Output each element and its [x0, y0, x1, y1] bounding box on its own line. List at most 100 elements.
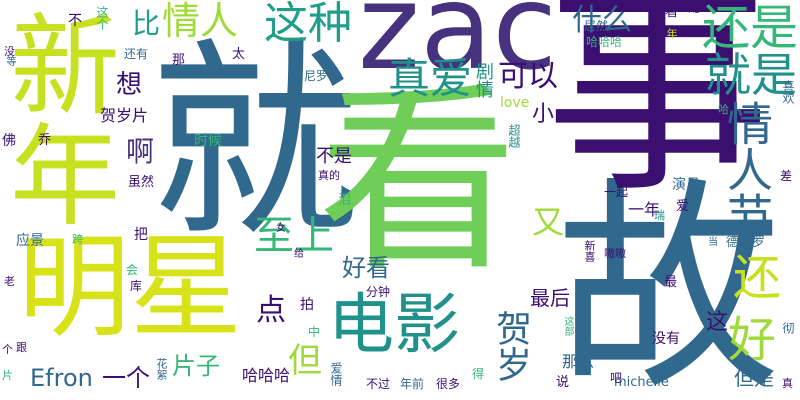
word-haishi: 还是: [702, 0, 799, 56]
word-huaxu: 花絮: [155, 358, 168, 380]
word-ba: 把: [134, 227, 148, 243]
word-haokan: 好看: [342, 254, 390, 282]
word-lei: 泪: [338, 193, 352, 208]
word-bi: 比: [132, 7, 161, 40]
word-dang: 当: [708, 237, 718, 248]
word-fo: 佛: [2, 133, 16, 149]
word-qingrenjie: 情人节: [720, 100, 774, 238]
word-pai: 拍: [300, 297, 314, 313]
word-che: 彻: [781, 322, 795, 334]
word-xinnian: 新年: [0, 8, 119, 228]
word-deng: 等: [4, 56, 15, 66]
word-ge: 个: [2, 343, 13, 356]
word-suiran: 虽然: [128, 175, 155, 190]
word-yige: 一个: [102, 364, 150, 392]
word-bu: 不: [68, 13, 82, 29]
word-shenme: 什么: [572, 3, 632, 38]
word-hahaha-small: 哈哈哈: [586, 35, 623, 49]
word-kankan: 看看: [652, 5, 679, 20]
word-zhende: 真的: [318, 169, 340, 182]
word-mei: 没: [4, 45, 15, 58]
word-gei: 给: [294, 249, 304, 260]
word-yingjing: 应景: [16, 233, 44, 249]
word-hui: 会: [126, 263, 139, 277]
word-xihuan: 喜欢: [781, 80, 795, 104]
word-dan: 但: [288, 341, 322, 381]
word-de: 得: [472, 367, 485, 381]
word-qingren: 情人: [162, 0, 239, 43]
word-hesuipian: 贺岁片: [100, 106, 149, 125]
word-name: 那么: [562, 352, 595, 371]
word-a: 啊: [126, 135, 155, 168]
word-efron: Efron: [30, 364, 93, 392]
word-xiang: 想: [116, 70, 143, 100]
word-nianqian: 年前: [400, 377, 425, 391]
word-kua: 跨: [72, 233, 83, 246]
word-zhe: 这: [706, 310, 729, 335]
word-shi: 事: [545, 0, 770, 223]
word-jiu: 就: [150, 20, 361, 265]
word-zhishang: 至上: [254, 213, 334, 259]
word-aiqing: 爱情: [329, 362, 343, 386]
word-hao: 好: [728, 312, 777, 368]
word-xinxi: 新喜: [583, 240, 596, 262]
word-zhong: 中: [308, 325, 321, 339]
word-gen: 跟: [16, 341, 27, 354]
word-buguo: 不过: [366, 377, 391, 391]
word-danshi: 但是: [734, 366, 774, 390]
word-ba-particle: 吧: [610, 371, 623, 385]
word-jiushi: 就是: [705, 48, 797, 102]
word-yanyuan: 演员: [672, 177, 700, 193]
word-fenzhong: 分钟: [366, 285, 391, 299]
word-hai: 还: [724, 252, 780, 300]
word-kan: 看: [318, 65, 519, 298]
word-zui: 最: [664, 275, 678, 290]
word-zhezhong: 这种: [264, 0, 352, 49]
word-yiqi: 一起: [604, 185, 629, 199]
word-zhebu: 这部: [562, 316, 573, 336]
word-juran: 居然: [584, 19, 609, 33]
word-meiyou: 没有: [652, 331, 680, 347]
word-shuo: 说: [556, 375, 570, 390]
word-nv: 女: [276, 223, 286, 234]
word-mingxing: 明星: [18, 223, 242, 353]
word-love: love: [500, 95, 530, 111]
word-pei: 配: [687, 2, 700, 13]
word-cha: 差: [780, 169, 793, 183]
word-dianying: 电影: [328, 286, 460, 363]
word-ha: 哈: [718, 103, 729, 116]
word-zhenai: 真爱: [388, 54, 473, 103]
word-pianzi: 片子: [172, 352, 220, 380]
word-dian: 点: [256, 293, 286, 328]
word-zhen: 真: [782, 377, 793, 390]
word-na: 那: [172, 53, 186, 68]
word-ku: 库: [130, 279, 143, 293]
word-lao: 老: [4, 275, 15, 288]
word-qiao: 乔: [38, 133, 52, 148]
word-hesui: 贺岁: [490, 310, 531, 382]
word-tai: 太: [232, 47, 246, 62]
word-hahaha: 哈哈哈: [242, 366, 291, 385]
word-michelle: michelle: [614, 375, 669, 390]
word-you: 又: [532, 203, 565, 241]
word-juqing: 剧情: [473, 62, 494, 98]
word-nian: 年: [665, 28, 678, 39]
word-xiao: 小: [532, 102, 555, 127]
word-henduo: 很多: [436, 377, 461, 391]
word-niluo: 尼罗: [304, 69, 329, 83]
word-zuihou: 最后: [530, 286, 570, 310]
word-chaoyue: 超越: [507, 124, 521, 148]
word-zhege: 这个: [95, 6, 109, 30]
word-gu: 故: [556, 159, 781, 400]
word-aoao: 嗷嗷: [604, 247, 626, 260]
word-shihou: 时候: [194, 133, 222, 149]
word-zac: zac: [358, 0, 558, 96]
word-deniluo: 德尼罗: [726, 235, 766, 250]
word-rui: 瑞: [654, 209, 665, 222]
word-yinian: 一年: [628, 200, 661, 219]
word-ai: 爱: [676, 199, 690, 214]
word-haiyou: 还有: [124, 47, 149, 61]
word-bushi: 不是: [316, 146, 352, 167]
word-keyi: 可以: [498, 59, 558, 94]
